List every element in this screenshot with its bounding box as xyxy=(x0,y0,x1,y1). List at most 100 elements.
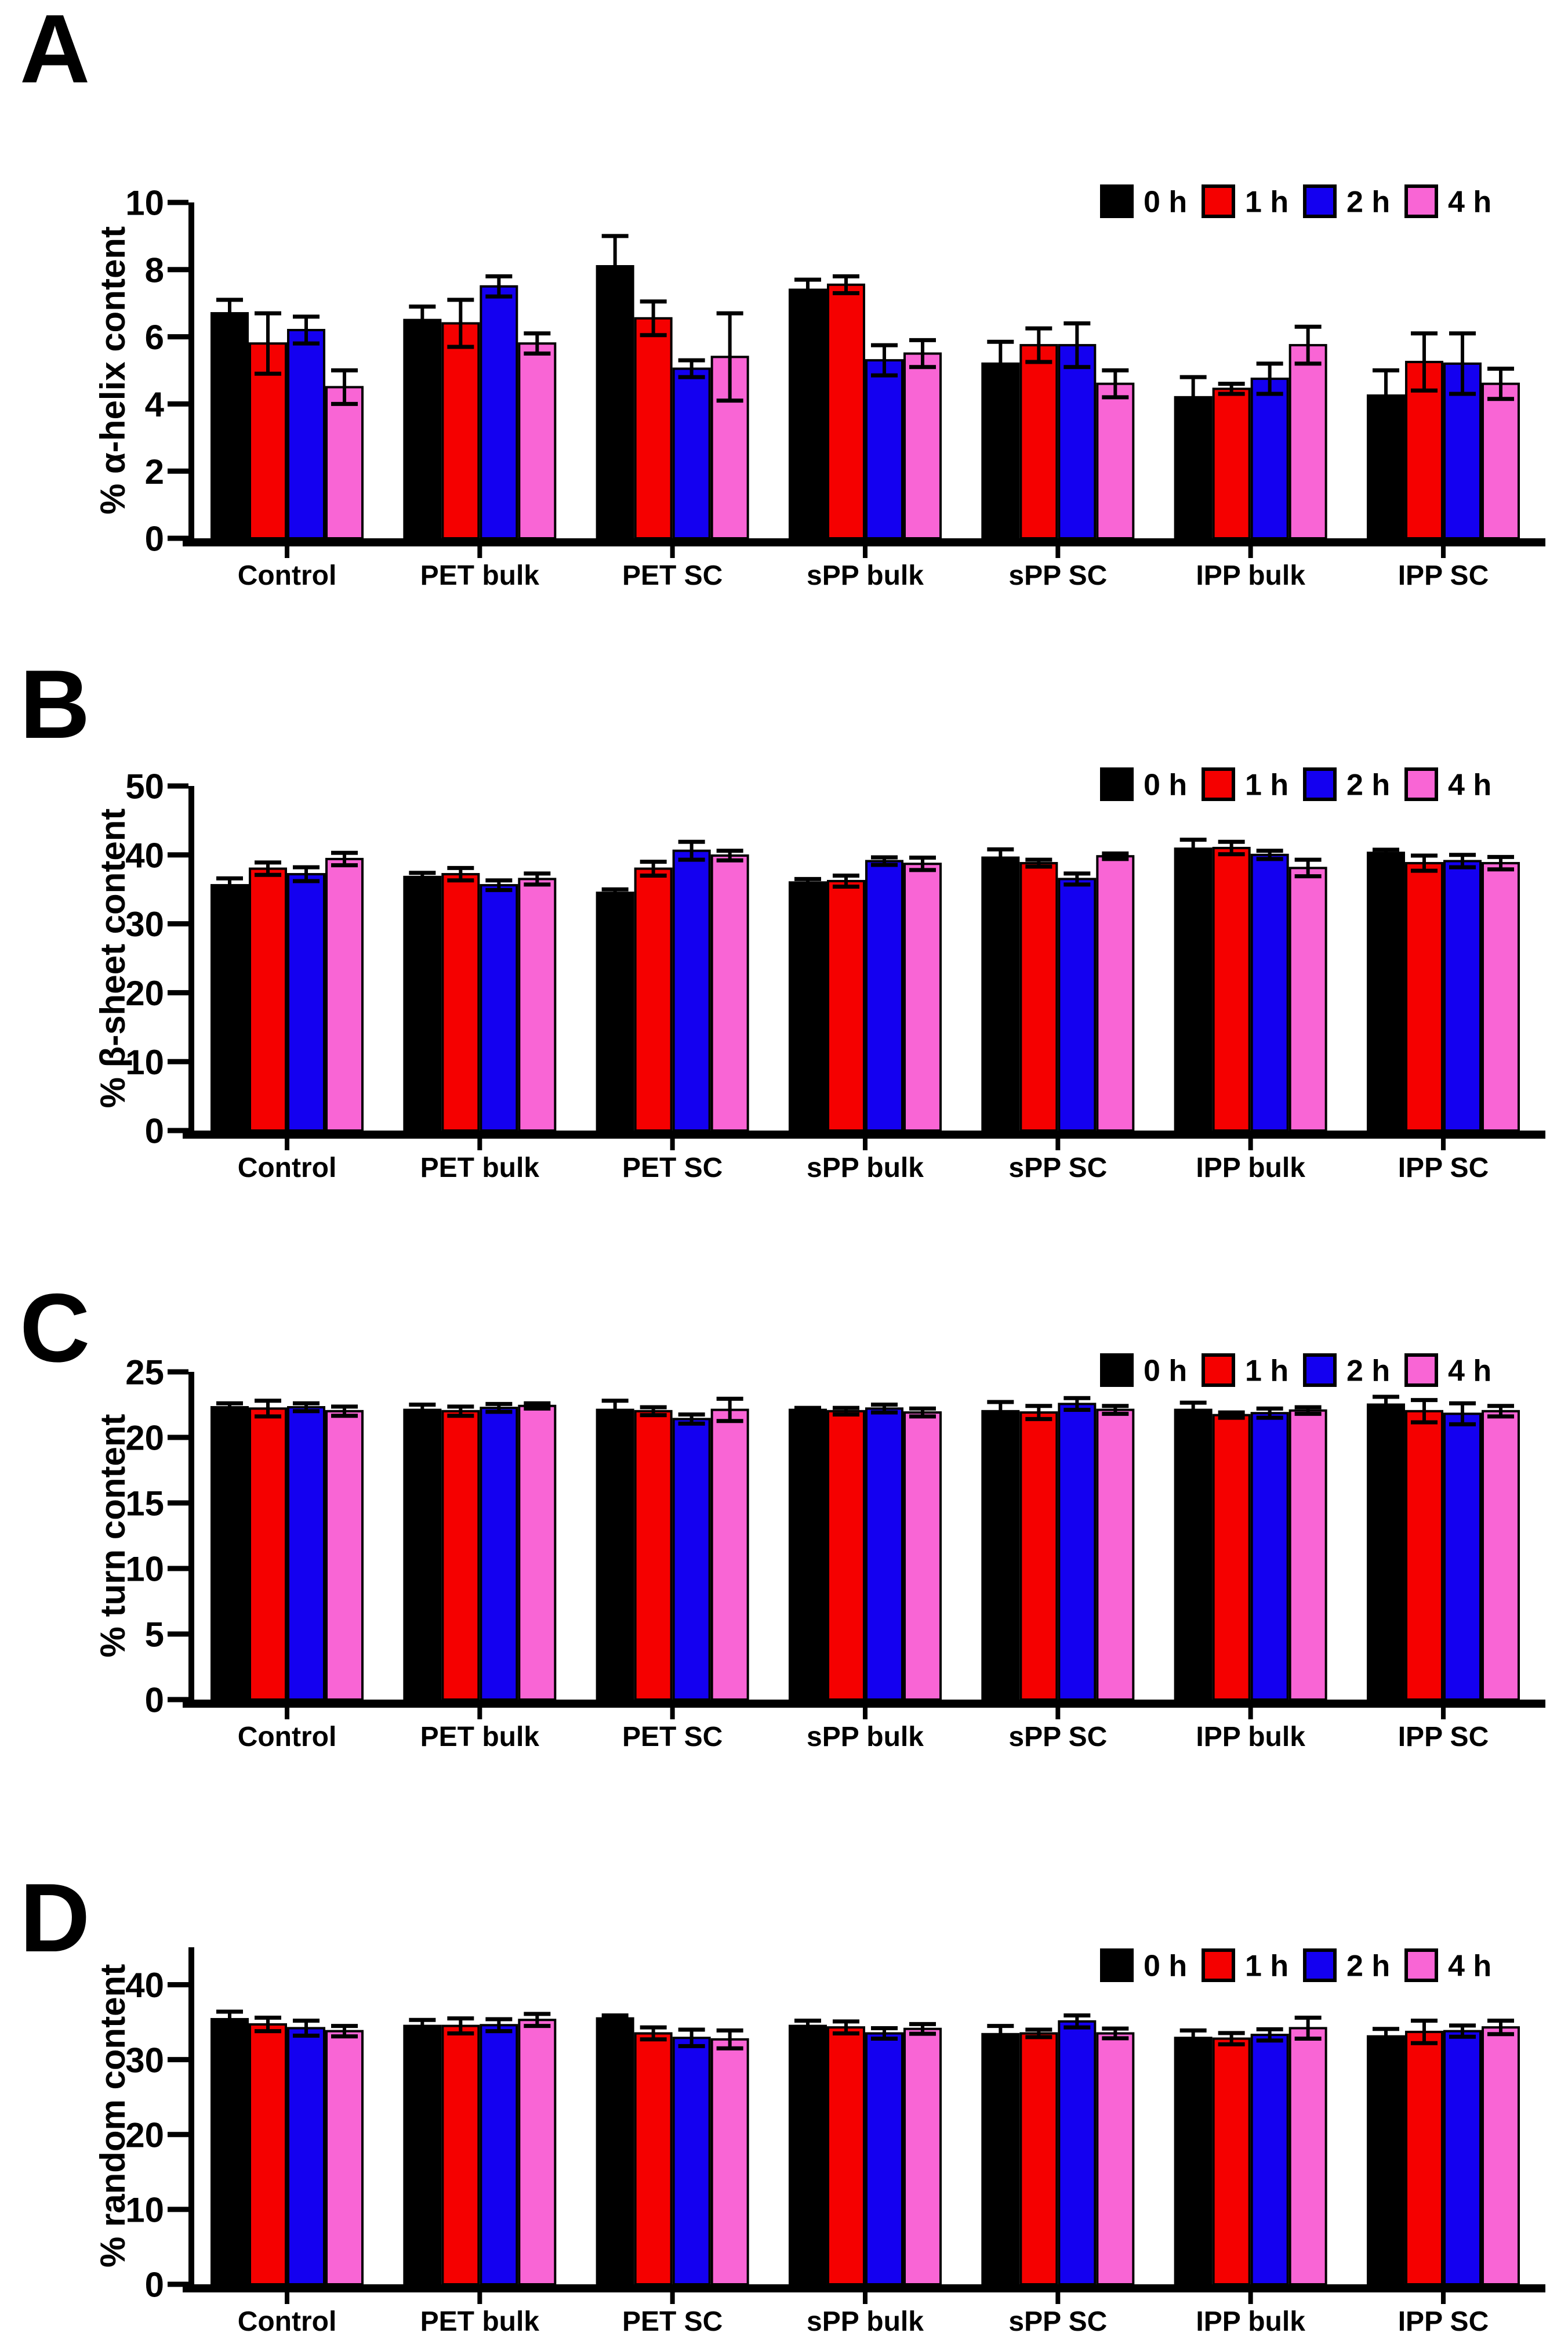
bar xyxy=(672,849,711,1132)
y-tick-label: 30 xyxy=(125,2041,164,2080)
bar xyxy=(903,1411,942,1701)
bar xyxy=(981,1410,1020,1701)
bar xyxy=(865,1407,903,1701)
x-tick xyxy=(285,546,289,558)
x-category-label: Control xyxy=(238,2306,337,2337)
y-tick-label: 0 xyxy=(145,1112,164,1151)
bar xyxy=(1443,860,1482,1132)
bar xyxy=(1174,1408,1213,1701)
bar xyxy=(634,317,673,539)
bar xyxy=(981,856,1020,1132)
bar xyxy=(1481,1410,1520,1701)
bar xyxy=(287,1406,325,1701)
x-axis-line xyxy=(183,538,1545,546)
bar xyxy=(441,873,480,1132)
x-tick xyxy=(1055,546,1061,558)
x-category-label: sPP bulk xyxy=(807,1153,924,1183)
y-tick xyxy=(168,2132,188,2138)
legend-swatch-0h xyxy=(1100,184,1134,218)
y-tick-label: 0 xyxy=(145,520,164,559)
x-tick xyxy=(862,2292,868,2304)
bar xyxy=(788,1408,827,1701)
bar xyxy=(981,362,1020,539)
bar xyxy=(710,1408,749,1701)
bar xyxy=(403,318,442,540)
x-tick xyxy=(1055,2292,1061,2304)
bar xyxy=(287,329,325,540)
x-category-label: IPP bulk xyxy=(1196,560,1305,591)
x-tick xyxy=(670,1708,675,1719)
legend-swatch-2h xyxy=(1303,1948,1337,1982)
bar xyxy=(249,2023,287,2285)
y-tick xyxy=(168,334,188,340)
y-tick-label: 6 xyxy=(145,318,164,357)
bar xyxy=(1174,847,1213,1132)
legend-label: 0 h xyxy=(1144,769,1187,802)
bar xyxy=(788,2024,827,2285)
bar xyxy=(1250,377,1289,539)
bar xyxy=(826,879,865,1132)
y-tick-label: 0 xyxy=(145,2266,164,2305)
bar xyxy=(1366,852,1405,1132)
bar xyxy=(596,1408,634,1701)
bar xyxy=(710,854,749,1132)
bar xyxy=(1019,344,1058,539)
x-tick xyxy=(862,1708,868,1719)
panel-b-chart: Control PET bulk PET SC sPP bulk sPP SC IPP b… xyxy=(93,767,1545,1183)
bar xyxy=(1096,1408,1135,1701)
y-tick xyxy=(168,1566,188,1571)
y-tick xyxy=(168,535,188,541)
legend-swatch-2h xyxy=(1303,767,1337,801)
y-tick xyxy=(168,1059,188,1064)
x-category-label: IPP SC xyxy=(1398,1153,1489,1183)
bar xyxy=(826,2026,865,2286)
bar xyxy=(1096,855,1135,1132)
bar xyxy=(518,342,557,539)
bar xyxy=(1212,846,1251,1132)
bar xyxy=(1288,867,1327,1132)
bar xyxy=(210,312,249,539)
bar xyxy=(903,863,942,1132)
y-axis-line xyxy=(188,1372,194,1700)
y-tick-label: 40 xyxy=(125,836,164,875)
y-axis-line xyxy=(188,1947,194,2284)
y-tick-label: 8 xyxy=(145,251,164,289)
bar xyxy=(480,2024,518,2286)
x-category-label: sPP bulk xyxy=(807,2306,924,2337)
bar xyxy=(596,892,634,1132)
bar xyxy=(634,1410,673,1701)
bar xyxy=(1212,387,1251,539)
x-axis-line xyxy=(183,2284,1545,2292)
bar xyxy=(1019,1411,1058,1701)
x-tick xyxy=(477,2292,482,2304)
x-category-label: PET SC xyxy=(622,1722,723,1752)
x-tick xyxy=(477,546,482,558)
bar xyxy=(826,1410,865,1701)
y-tick xyxy=(168,1982,188,1988)
bar xyxy=(672,2037,711,2285)
bar xyxy=(1096,2032,1135,2285)
bar xyxy=(518,2019,557,2285)
y-axis-line xyxy=(188,202,194,538)
y-tick xyxy=(168,852,188,858)
legend-label: 1 h xyxy=(1245,186,1288,219)
y-tick-label: 10 xyxy=(125,2190,164,2229)
y-tick xyxy=(168,1697,188,1702)
legend-swatch-1h xyxy=(1202,767,1235,801)
x-category-label: IPP SC xyxy=(1398,560,1489,591)
y-tick-label: 0 xyxy=(145,1681,164,1720)
y-tick-label: 30 xyxy=(125,905,164,944)
x-category-label: IPP SC xyxy=(1398,1722,1489,1752)
y-tick-label: 10 xyxy=(125,184,164,223)
bar xyxy=(1250,2034,1289,2286)
x-tick xyxy=(1440,1708,1446,1719)
legend-label: 2 h xyxy=(1346,1354,1390,1388)
x-category-label: PET bulk xyxy=(420,1153,540,1183)
legend-label: 1 h xyxy=(1245,1950,1288,1983)
y-tick xyxy=(168,468,188,474)
legend-label: 4 h xyxy=(1448,186,1491,219)
x-tick xyxy=(670,2292,675,2304)
x-category-label: sPP bulk xyxy=(807,1722,924,1752)
bar xyxy=(249,342,287,539)
